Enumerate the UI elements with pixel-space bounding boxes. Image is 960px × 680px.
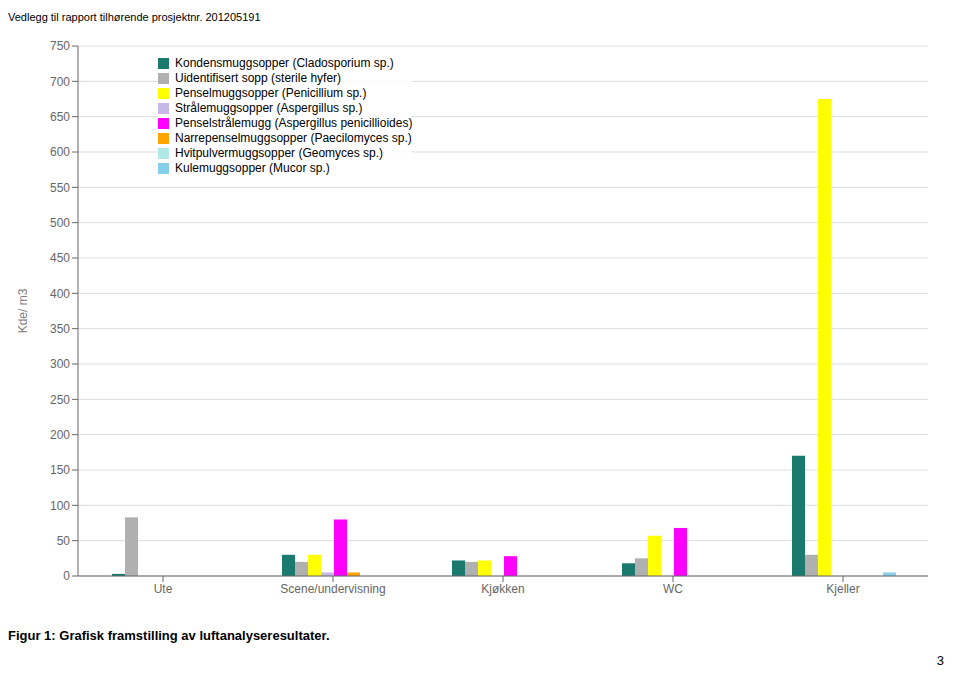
svg-text:350: 350: [50, 322, 70, 336]
html-text:Uidentifisert sopp (sterile hy: Uidentifisert sopp (sterile hyfer): [175, 71, 342, 85]
svg-text:Kjøkken: Kjøkken: [481, 582, 524, 596]
svg-text:200: 200: [50, 428, 70, 442]
html-text:Narrepenselmuggsopper (Paecilo: Narrepenselmuggsopper (Paecilomyces sp.): [175, 131, 412, 145]
svg-text:100: 100: [50, 499, 70, 513]
html-text:Hvitpulvermuggsopper (Geomyces: Hvitpulvermuggsopper (Geomyces sp.): [175, 146, 384, 160]
html-text:Kondensmuggsopper (Cladosporiu: Kondensmuggsopper (Cladosporium sp.): [175, 56, 394, 70]
svg-text:Kde/ m3: Kde/ m3: [16, 288, 30, 333]
svg-text:750: 750: [50, 39, 70, 53]
svg-text:50: 50: [57, 534, 71, 548]
html-text:Vedlegg til rapport tilhørende: Vedlegg til rapport tilhørende prosjektn…: [8, 11, 261, 23]
svg-text:150: 150: [50, 463, 70, 477]
svg-text:450: 450: [50, 251, 70, 265]
svg-text:Kjeller: Kjeller: [826, 582, 859, 596]
svg-text:0: 0: [63, 569, 70, 583]
svg-text:250: 250: [50, 393, 70, 407]
svg-text:650: 650: [50, 110, 70, 124]
svg-text:WC: WC: [663, 582, 683, 596]
html-text:Penselmuggsopper (Penicillium: Penselmuggsopper (Penicillium sp.): [175, 86, 367, 100]
svg-text:600: 600: [50, 145, 70, 159]
svg-text:400: 400: [50, 287, 70, 301]
html-text:Kulemuggsopper (Mucor sp.): Kulemuggsopper (Mucor sp.): [175, 161, 330, 175]
html-text:Strålemuggsopper (Aspergillus: Strålemuggsopper (Aspergillus sp.): [175, 101, 363, 115]
html-text:Penselstrålemugg (Aspergillus: Penselstrålemugg (Aspergillus penicillio…: [175, 116, 413, 130]
html-text:Figur 1: Grafisk framstilling: Figur 1: Grafisk framstilling av luftana…: [8, 628, 330, 643]
html-text:3: 3: [936, 653, 944, 668]
svg-text:500: 500: [50, 216, 70, 230]
svg-text:550: 550: [50, 181, 70, 195]
svg-text:Scene/undervisning: Scene/undervisning: [280, 582, 385, 596]
svg-text:Ute: Ute: [154, 582, 173, 596]
svg-text:700: 700: [50, 75, 70, 89]
svg-text:300: 300: [50, 357, 70, 371]
